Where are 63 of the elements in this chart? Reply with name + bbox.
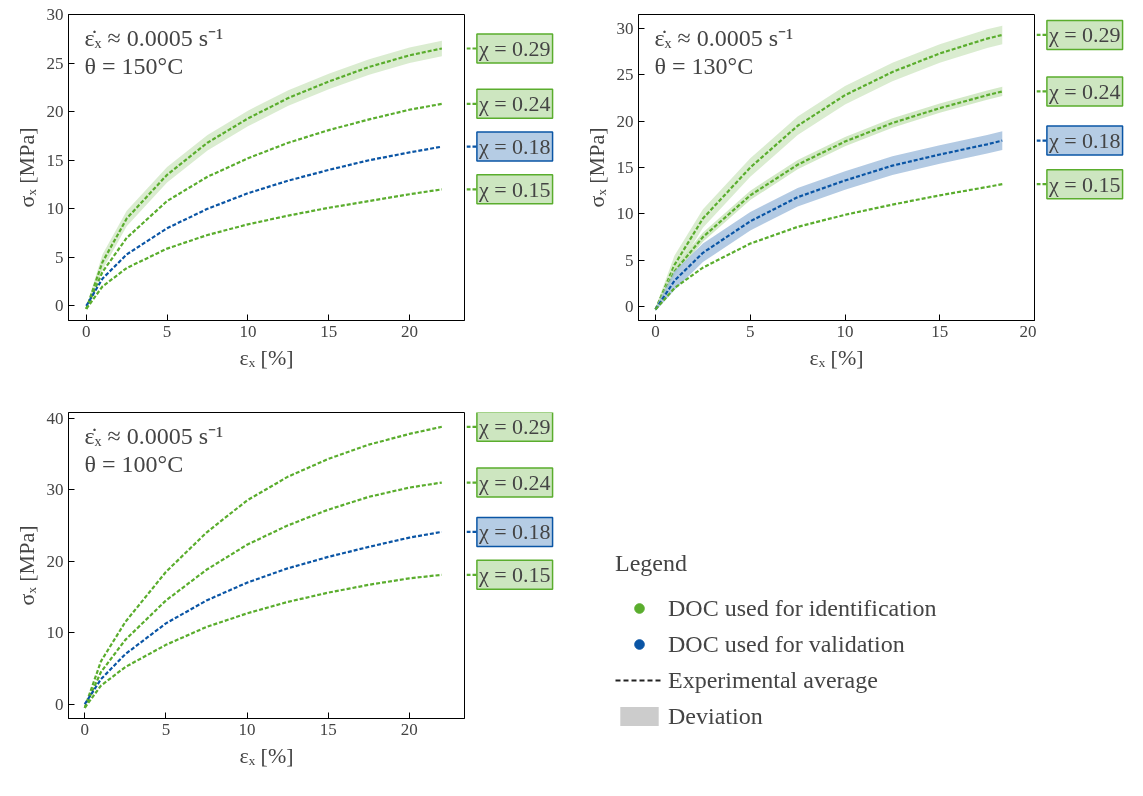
y-tick-label: 5 bbox=[55, 247, 64, 267]
y-tick-label: 5 bbox=[625, 250, 634, 270]
x-tick-label: 10 bbox=[836, 321, 854, 341]
x-tick-label: 10 bbox=[238, 719, 256, 739]
legend-label: χ = 0.18 bbox=[1047, 128, 1121, 154]
y-tick-label: 30 bbox=[616, 18, 634, 38]
y-tick-label: 25 bbox=[46, 53, 64, 73]
x-tick-label: 5 bbox=[162, 321, 172, 341]
y-tick-label: 0 bbox=[55, 296, 64, 316]
legend-label: χ = 0.29 bbox=[477, 36, 551, 61]
annotation: ε̇ₓ ≈ 0.0005 s⁻¹ bbox=[84, 422, 224, 449]
legend-label: χ = 0.15 bbox=[477, 176, 551, 202]
legend-label: DOC used for identification bbox=[668, 593, 937, 623]
y-tick-label: 0 bbox=[625, 297, 634, 317]
y-axis-title: σₓ [MPa] bbox=[13, 525, 39, 606]
x-tick-label: 20 bbox=[400, 719, 418, 739]
legend-label: χ = 0.15 bbox=[1047, 171, 1121, 197]
y-tick-label: 10 bbox=[616, 204, 634, 224]
x-tick-label: 10 bbox=[239, 321, 257, 341]
y-tick-label: 25 bbox=[616, 65, 634, 85]
y-tick-label: 10 bbox=[46, 199, 64, 219]
x-tick-label: 20 bbox=[401, 321, 419, 341]
x-tick-label: 5 bbox=[746, 321, 755, 341]
x-tick-label: 0 bbox=[80, 719, 89, 739]
legend-label: χ = 0.24 bbox=[477, 470, 551, 496]
y-tick-label: 30 bbox=[46, 5, 64, 24]
annotation: θ = 100°C bbox=[84, 450, 184, 477]
legend-label: Experimental average bbox=[668, 665, 878, 695]
annotation: ε̇ₓ ≈ 0.0005 s⁻¹ bbox=[654, 24, 794, 51]
x-tick-label: 20 bbox=[1019, 321, 1037, 341]
legend-label: χ = 0.15 bbox=[477, 562, 551, 588]
x-tick-label: 15 bbox=[931, 321, 949, 341]
y-tick-label: 10 bbox=[46, 623, 64, 643]
y-tick-label: 20 bbox=[616, 111, 634, 131]
y-tick-label: 20 bbox=[46, 102, 64, 122]
legend-label: χ = 0.29 bbox=[477, 414, 551, 440]
annotation: ε̇ₓ ≈ 0.0005 s⁻¹ bbox=[84, 24, 224, 51]
x-axis-title: εₓ [%] bbox=[239, 742, 294, 768]
annotation: θ = 130°C bbox=[654, 52, 754, 79]
y-tick-label: 0 bbox=[55, 694, 64, 714]
x-axis-title: εₓ [%] bbox=[239, 344, 294, 370]
y-axis-title: σₓ [MPa] bbox=[583, 127, 609, 208]
legend-label: χ = 0.24 bbox=[1047, 78, 1121, 104]
legend-label: χ = 0.18 bbox=[477, 519, 551, 545]
legend-label: DOC used for validation bbox=[668, 629, 905, 659]
y-tick-label: 40 bbox=[46, 408, 64, 428]
text: Legend bbox=[615, 550, 688, 577]
y-tick-label: 20 bbox=[46, 551, 64, 571]
y-tick-label: 15 bbox=[46, 150, 64, 170]
x-tick-label: 0 bbox=[82, 321, 91, 341]
y-axis-title: σₓ [MPa] bbox=[13, 127, 39, 208]
x-tick-label: 15 bbox=[320, 321, 338, 341]
annotation: θ = 150°C bbox=[84, 52, 184, 79]
legend-label: Deviation bbox=[668, 701, 763, 731]
x-tick-label: 0 bbox=[651, 321, 660, 341]
legend-label: χ = 0.29 bbox=[1047, 22, 1121, 48]
legend-label: χ = 0.24 bbox=[477, 91, 551, 117]
x-tick-label: 15 bbox=[319, 719, 337, 739]
x-tick-label: 5 bbox=[161, 719, 171, 739]
y-tick-label: 30 bbox=[46, 480, 64, 500]
y-tick-label: 15 bbox=[616, 158, 634, 177]
legend-label: χ = 0.18 bbox=[477, 134, 551, 160]
x-axis-title: εₓ [%] bbox=[809, 344, 864, 370]
